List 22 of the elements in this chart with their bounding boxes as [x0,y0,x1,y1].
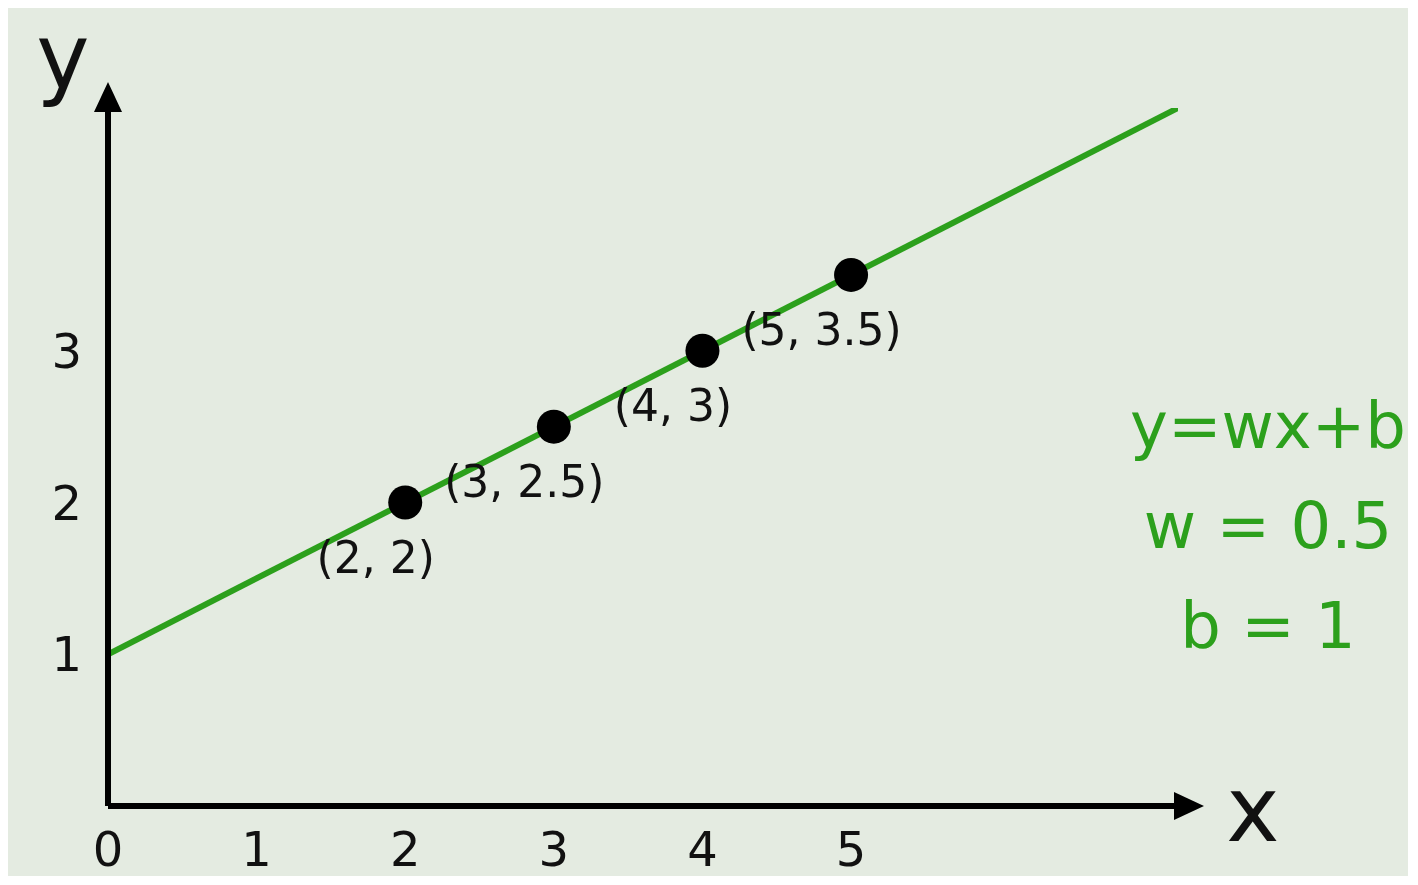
x-tick-label: 0 [92,821,124,878]
x-tick-label: 3 [538,821,570,878]
text: b = 1 [1180,589,1356,663]
y-tick-label: 1 [51,626,82,683]
data-label: (2, 2) [316,532,435,584]
annotation: y=wx+b [1130,389,1406,463]
y-tick-label: 2 [51,474,82,531]
point [536,409,571,444]
data-label: (5, 3.5) [741,304,902,356]
x-tick-label: 4 [687,821,718,878]
x-tick-label: 2 [389,821,421,878]
y-tick-label: 3 [51,322,82,379]
y-axis-title: y [36,4,90,109]
x-tick-label: 1 [241,821,272,878]
data-label: (3, 2.5) [444,456,605,508]
x-tick-label: 5 [835,821,867,878]
point [834,257,869,292]
point [685,333,720,368]
x-axis-title: x [1226,757,1280,862]
point [388,485,423,520]
annotation: w = 0.5 [1143,489,1393,563]
data-label: (4, 3) [613,380,733,432]
